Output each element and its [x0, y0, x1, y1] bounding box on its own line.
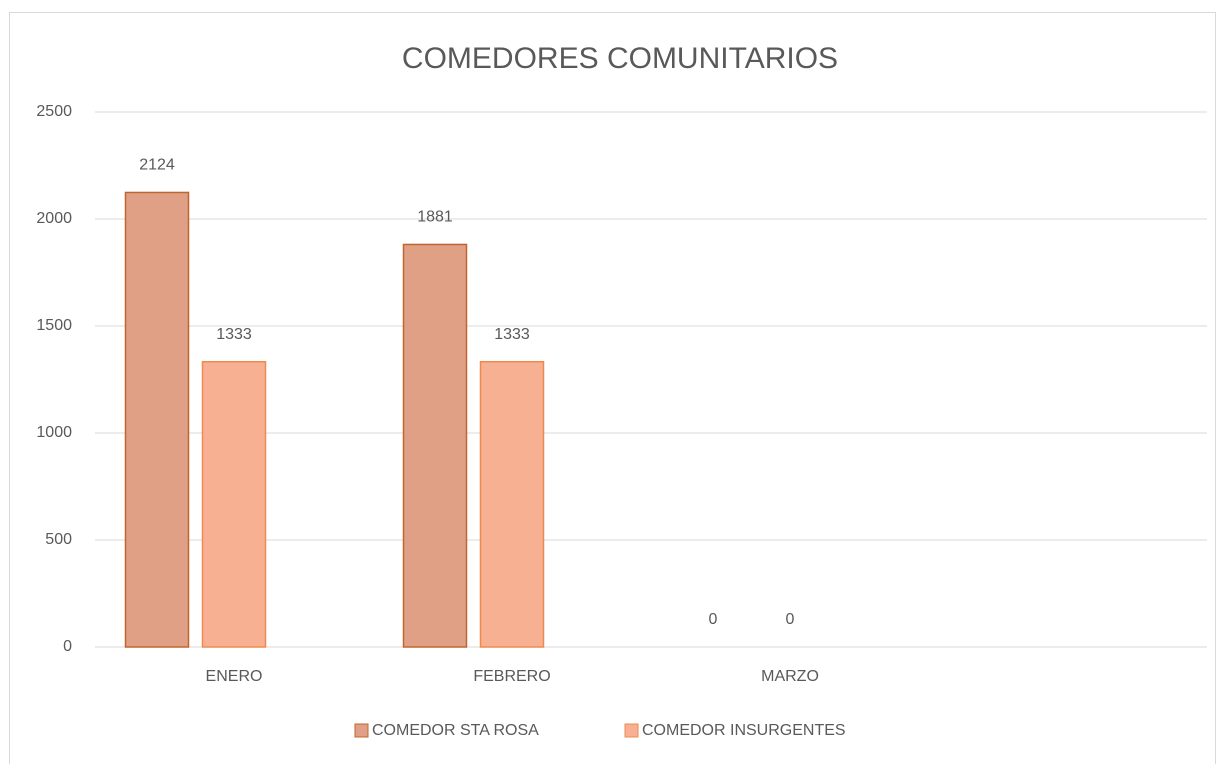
- y-tick-label: 0: [63, 638, 72, 655]
- legend-label: COMEDOR STA ROSA: [372, 722, 539, 739]
- y-tick-label: 1000: [36, 424, 72, 441]
- chart-title: COMEDORES COMUNITARIOS: [402, 42, 838, 75]
- x-tick-label: FEBRERO: [473, 668, 550, 685]
- data-label: 1333: [494, 326, 530, 343]
- data-label: 2124: [139, 157, 175, 174]
- y-tick-label: 2500: [36, 103, 72, 120]
- y-tick-label: 1500: [36, 317, 72, 334]
- bar: [201, 360, 267, 648]
- y-tick-label: 2000: [36, 210, 72, 227]
- legend-swatch: [624, 723, 639, 738]
- chart-border: [9, 12, 1216, 764]
- bar: [402, 243, 468, 648]
- data-label: 0: [709, 611, 718, 628]
- data-label: 1881: [417, 209, 453, 226]
- data-label: 0: [786, 611, 795, 628]
- data-label: 1333: [216, 326, 252, 343]
- bar: [479, 360, 545, 648]
- legend-swatch: [354, 723, 369, 738]
- bar: [124, 191, 190, 648]
- x-tick-label: ENERO: [206, 668, 263, 685]
- x-tick-label: MARZO: [761, 668, 819, 685]
- y-tick-label: 500: [45, 531, 72, 548]
- legend-label: COMEDOR INSURGENTES: [642, 722, 846, 739]
